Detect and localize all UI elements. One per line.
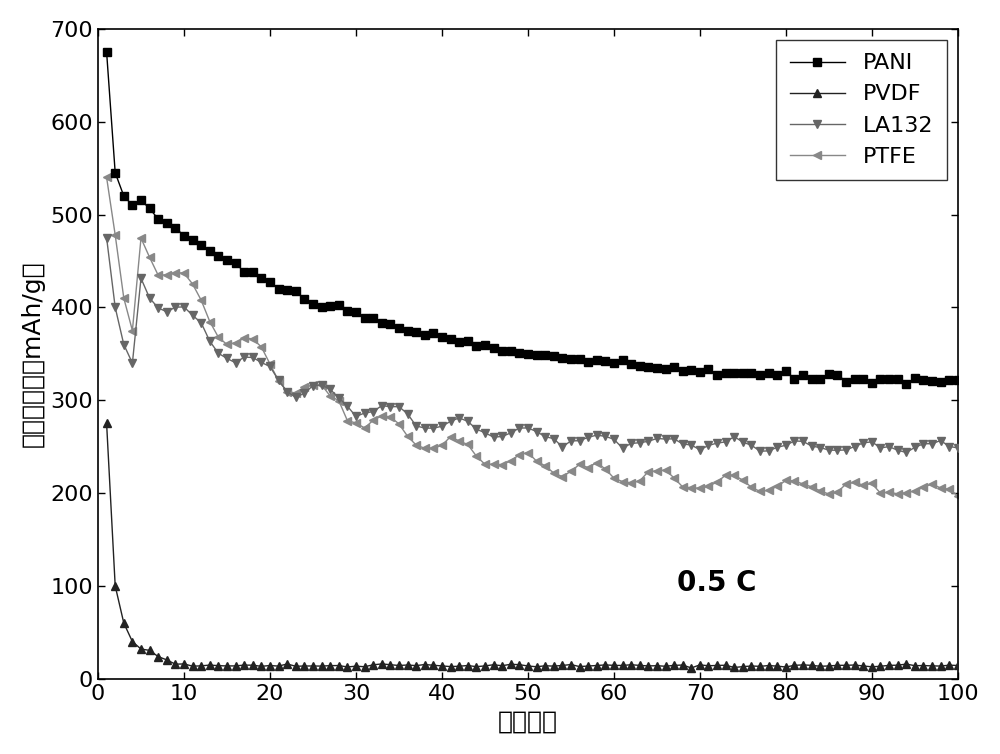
PANI: [883, 374, 895, 383]
X-axis label: 循环圈数: 循环圈数: [498, 710, 558, 733]
PVDF: [264, 661, 276, 670]
PVDF: [685, 664, 697, 673]
PTFE: [883, 488, 895, 497]
PANI: [264, 277, 276, 287]
Y-axis label: 浆料比容量（mAh/g）: 浆料比容量（mAh/g）: [21, 260, 45, 447]
LA132: [298, 389, 310, 398]
Text: 0.5 C: 0.5 C: [677, 569, 757, 597]
PTFE: [264, 360, 276, 369]
PVDF: [539, 661, 551, 670]
PVDF: [608, 661, 620, 670]
PANI: [900, 379, 912, 388]
Line: PANI: PANI: [102, 48, 962, 388]
PVDF: [101, 419, 113, 428]
PTFE: [101, 173, 113, 182]
PTFE: [298, 383, 310, 392]
PANI: [952, 375, 964, 384]
PTFE: [909, 486, 921, 495]
PANI: [539, 351, 551, 360]
PVDF: [917, 661, 929, 670]
PTFE: [952, 491, 964, 500]
PVDF: [298, 661, 310, 670]
LA132: [883, 442, 895, 451]
Legend: PANI, PVDF, LA132, PTFE: PANI, PVDF, LA132, PTFE: [776, 40, 947, 180]
PTFE: [608, 474, 620, 483]
PTFE: [539, 461, 551, 470]
PANI: [608, 359, 620, 368]
Line: PVDF: PVDF: [102, 419, 962, 672]
LA132: [539, 432, 551, 441]
Line: PTFE: PTFE: [102, 173, 962, 500]
PVDF: [892, 661, 904, 670]
LA132: [952, 443, 964, 452]
PANI: [917, 375, 929, 385]
PANI: [298, 295, 310, 304]
LA132: [264, 362, 276, 371]
Line: LA132: LA132: [102, 234, 962, 457]
PANI: [101, 48, 113, 57]
PVDF: [952, 661, 964, 670]
LA132: [917, 440, 929, 449]
LA132: [900, 448, 912, 457]
LA132: [101, 233, 113, 242]
LA132: [608, 435, 620, 444]
